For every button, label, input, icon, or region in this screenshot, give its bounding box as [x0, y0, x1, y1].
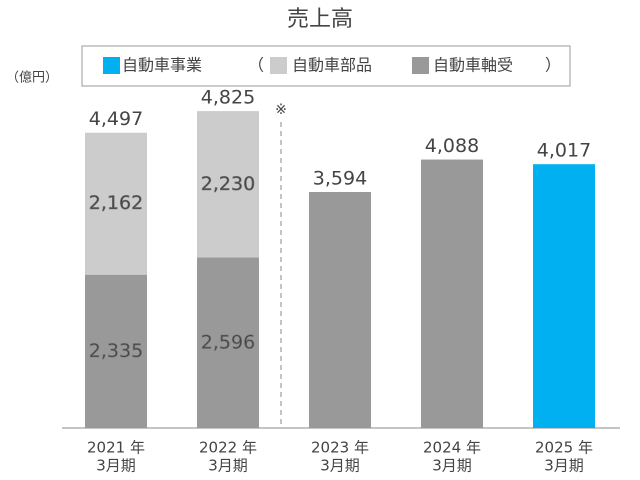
- bar-segment: [197, 111, 259, 258]
- bar-segment: [309, 191, 371, 428]
- segment-label: 2,162: [89, 192, 143, 214]
- note-mark: ※: [275, 102, 287, 118]
- x-tick-label: 3月期: [320, 457, 360, 475]
- bar-segment: [533, 164, 595, 429]
- legend-label: 自動車軸受: [433, 56, 513, 75]
- legend-swatch: [270, 57, 287, 74]
- legend-swatch: [412, 57, 429, 74]
- total-label: 4,497: [89, 108, 143, 130]
- x-tick-label: 2021 年: [87, 439, 145, 457]
- x-tick-label: 2024 年: [423, 439, 481, 457]
- total-label: 4,825: [201, 87, 255, 109]
- segment-label: 2,230: [201, 173, 255, 195]
- bar-segment: [85, 132, 147, 275]
- x-tick-label: 3月期: [544, 457, 584, 475]
- x-tick-label: 3月期: [432, 457, 472, 475]
- unit-label: （億円）: [6, 70, 58, 86]
- legend-box: [81, 45, 571, 87]
- legend-label: 自動車部品: [292, 56, 372, 75]
- x-tick-label: 2025 年: [535, 439, 593, 457]
- chart-title: 売上高: [287, 7, 353, 32]
- legend-paren: ）: [545, 56, 561, 75]
- segment-label: 2,335: [89, 340, 143, 362]
- bar-segment: [421, 159, 483, 428]
- value-label: 4,088: [425, 135, 479, 157]
- segment-label: 2,596: [201, 331, 255, 353]
- legend-swatch: [103, 57, 120, 74]
- bar-segment: [197, 257, 259, 428]
- value-label: 3,594: [313, 167, 367, 189]
- legend-label: 自動車事業: [122, 56, 202, 75]
- x-tick-label: 3月期: [208, 457, 248, 475]
- legend-paren: （: [248, 56, 264, 75]
- value-label: 4,017: [537, 140, 591, 162]
- bar-segment: [85, 274, 147, 428]
- x-tick-label: 2023 年: [311, 439, 369, 457]
- x-tick-label: 2022 年: [199, 439, 257, 457]
- x-tick-label: 3月期: [96, 457, 136, 475]
